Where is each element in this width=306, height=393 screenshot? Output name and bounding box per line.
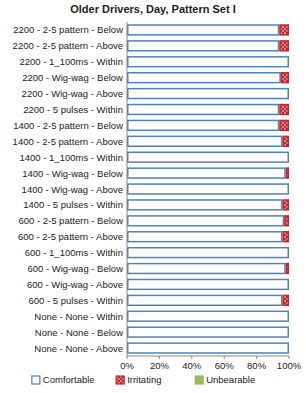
- y-axis: [127, 22, 128, 356]
- tick-label: 40%: [182, 360, 202, 371]
- tick: [159, 356, 160, 359]
- legend-swatch: [116, 376, 124, 384]
- bar-segment: [128, 311, 289, 321]
- category-label: 2200 - 5 pulses - Within: [23, 104, 123, 115]
- category-label: 2200 - Wig-wag - Above: [22, 88, 123, 99]
- tick-label: 20%: [150, 360, 170, 371]
- tick-label: 80%: [247, 360, 267, 371]
- bar-segment: [128, 41, 279, 51]
- bar-segment: [128, 89, 289, 99]
- category-label: 1400 - Wig-wag - Above: [22, 184, 123, 195]
- category-label: 1400 - 2-5 pattern - Above: [13, 136, 123, 147]
- bar-segment: [128, 232, 282, 242]
- tick-label: 60%: [215, 360, 235, 371]
- bar-segment: [128, 343, 289, 353]
- category-label: None - None - Below: [35, 327, 123, 338]
- bar-segment: [128, 152, 289, 162]
- bars: [128, 25, 289, 353]
- bar-segment: [280, 25, 288, 35]
- bar-segment: [280, 41, 288, 51]
- category-label: 600 - 1_100ms - Within: [25, 247, 123, 258]
- tick: [256, 356, 257, 359]
- bar-segment: [128, 295, 282, 305]
- bar-segment: [283, 200, 288, 210]
- legend-swatch: [195, 376, 203, 384]
- tick: [127, 356, 128, 359]
- category-label: 2200 - Wig-wag - Below: [22, 72, 123, 83]
- bar-segment: [128, 216, 284, 226]
- title: Older Drivers, Day, Pattern Set I: [70, 3, 235, 15]
- bar-segment: [128, 105, 279, 115]
- bar-segment: [128, 279, 289, 289]
- category-label: 1400 - 5 pulses - Within: [23, 199, 123, 210]
- bar-segment: [128, 73, 280, 83]
- bar-segment: [128, 57, 289, 67]
- bar-segment: [287, 264, 289, 274]
- tick: [224, 356, 225, 359]
- bar-segment: [128, 200, 282, 210]
- bar-segment: [283, 295, 288, 305]
- bar-segment: [128, 25, 279, 35]
- legend-label: Comfortable: [43, 374, 95, 385]
- category-label: 2200 - 2-5 pattern - Below: [13, 24, 123, 35]
- category-label: 2200 - 1_100ms - Within: [20, 56, 124, 67]
- chart: Older Drivers, Day, Pattern Set I 2200 - …: [0, 0, 306, 393]
- legend-swatch: [32, 376, 40, 384]
- bar-segment: [128, 184, 289, 194]
- category-label: 1400 - 2-5 pattern - Below: [13, 120, 123, 131]
- tick-label: 0%: [120, 360, 134, 371]
- x-axis: [127, 356, 289, 357]
- bar-segment: [283, 136, 288, 146]
- category-label: 600 - 2-5 pattern - Above: [18, 231, 123, 242]
- legend-label: Irritating: [127, 374, 161, 385]
- legend: Comfortable Irritating Unbearable: [32, 374, 255, 385]
- bar-segment: [280, 105, 288, 115]
- bar-segment: [128, 264, 285, 274]
- category-label: 600 - Wig-wag - Above: [27, 279, 123, 290]
- bar-segment: [128, 168, 285, 178]
- bar-segment: [280, 120, 288, 130]
- legend-label: Unbearable: [206, 374, 255, 385]
- category-label: None - None - Above: [34, 343, 123, 354]
- bar-segment: [128, 327, 289, 337]
- tick: [289, 356, 290, 359]
- bar-segment: [285, 216, 288, 226]
- bar-segment: [283, 232, 288, 242]
- tick-label: 100%: [277, 360, 302, 371]
- category-label: 600 - 5 pulses - Within: [28, 295, 123, 306]
- category-label: 600 - Wig-wag - Below: [27, 263, 123, 274]
- category-label: 600 - 2-5 pattern - Below: [18, 215, 123, 226]
- category-label: 1400 - 1_100ms - Within: [20, 152, 124, 163]
- category-label: 1400 - Wig-wag - Below: [22, 168, 123, 179]
- bar-segment: [282, 73, 289, 83]
- category-label: None - None - Within: [34, 311, 123, 322]
- bar-segment: [128, 120, 279, 130]
- bar-segment: [128, 136, 282, 146]
- bar-segment: [128, 248, 289, 258]
- category-label: 2200 - 2-5 pattern - Above: [13, 40, 123, 51]
- tick: [191, 356, 192, 359]
- bar-segment: [287, 168, 289, 178]
